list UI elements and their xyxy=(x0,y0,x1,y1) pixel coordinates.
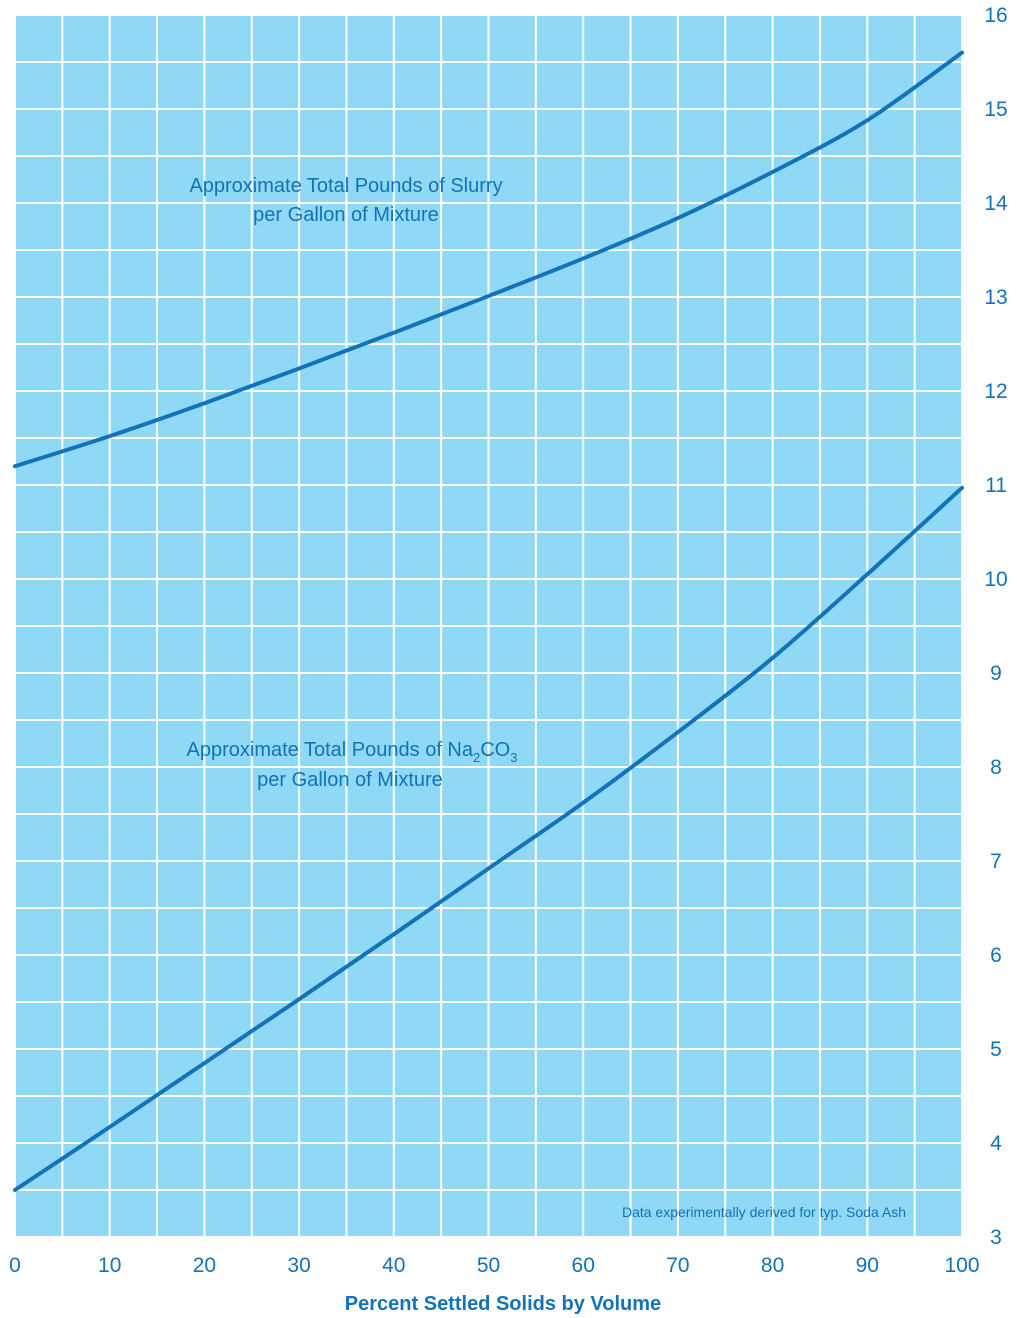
x-tick-label: 100 xyxy=(944,1254,979,1277)
y-tick-label: 3 xyxy=(990,1226,1002,1249)
y-tick-label: 11 xyxy=(985,474,1007,497)
series-line-2 xyxy=(13,485,964,1192)
soda-annotation-prefix: Approximate Total Pounds of Na xyxy=(187,739,474,761)
x-axis-label: Percent Settled Solids by Volume xyxy=(345,1293,661,1315)
y-tick-label: 7 xyxy=(990,850,1002,873)
x-tick-label: 0 xyxy=(9,1254,21,1277)
soda-annotation-subscript-2: 2 xyxy=(473,750,480,765)
soda-ash-annotation-line-1: Approximate Total Pounds of Na2CO3 xyxy=(187,739,518,765)
series-lines xyxy=(13,50,964,1192)
grid xyxy=(14,14,963,1238)
y-tick-label: 9 xyxy=(990,662,1002,685)
x-tick-label: 10 xyxy=(98,1254,121,1277)
x-tick-label: 60 xyxy=(572,1254,595,1277)
y-tick-label: 12 xyxy=(984,380,1007,403)
y-tick-label: 5 xyxy=(990,1038,1002,1061)
y-tick-label: 14 xyxy=(984,192,1008,215)
x-tick-label: 40 xyxy=(382,1254,405,1277)
x-tick-label: 90 xyxy=(856,1254,879,1277)
y-tick-label: 15 xyxy=(984,98,1007,121)
soda-ash-annotation-line-2: per Gallon of Mixture xyxy=(257,769,443,791)
y-tick-label: 4 xyxy=(990,1132,1002,1155)
data-note: Data experimentally derived for typ. Sod… xyxy=(622,1204,906,1220)
y-tick-label: 16 xyxy=(984,4,1007,27)
x-tick-labels: 0 10 20 30 40 50 60 70 80 90 100 xyxy=(9,1254,979,1277)
y-tick-label: 8 xyxy=(990,756,1002,779)
x-tick-label: 30 xyxy=(287,1254,310,1277)
series-line-1 xyxy=(13,50,964,469)
slurry-annotation-line-2: per Gallon of Mixture xyxy=(253,204,439,226)
soda-annotation-subscript-3: 3 xyxy=(510,750,517,765)
y-tick-labels: 3 4 5 6 7 8 9 10 11 12 13 14 15 16 xyxy=(984,4,1008,1249)
x-tick-label: 70 xyxy=(666,1254,689,1277)
y-tick-label: 6 xyxy=(990,944,1002,967)
slurry-annotation-line-1: Approximate Total Pounds of Slurry xyxy=(189,175,502,197)
x-tick-label: 50 xyxy=(477,1254,500,1277)
x-tick-label: 80 xyxy=(761,1254,784,1277)
y-tick-label: 13 xyxy=(984,286,1007,309)
soda-annotation-co: CO xyxy=(480,739,510,761)
x-tick-label: 20 xyxy=(193,1254,216,1277)
y-tick-label: 10 xyxy=(984,568,1007,591)
